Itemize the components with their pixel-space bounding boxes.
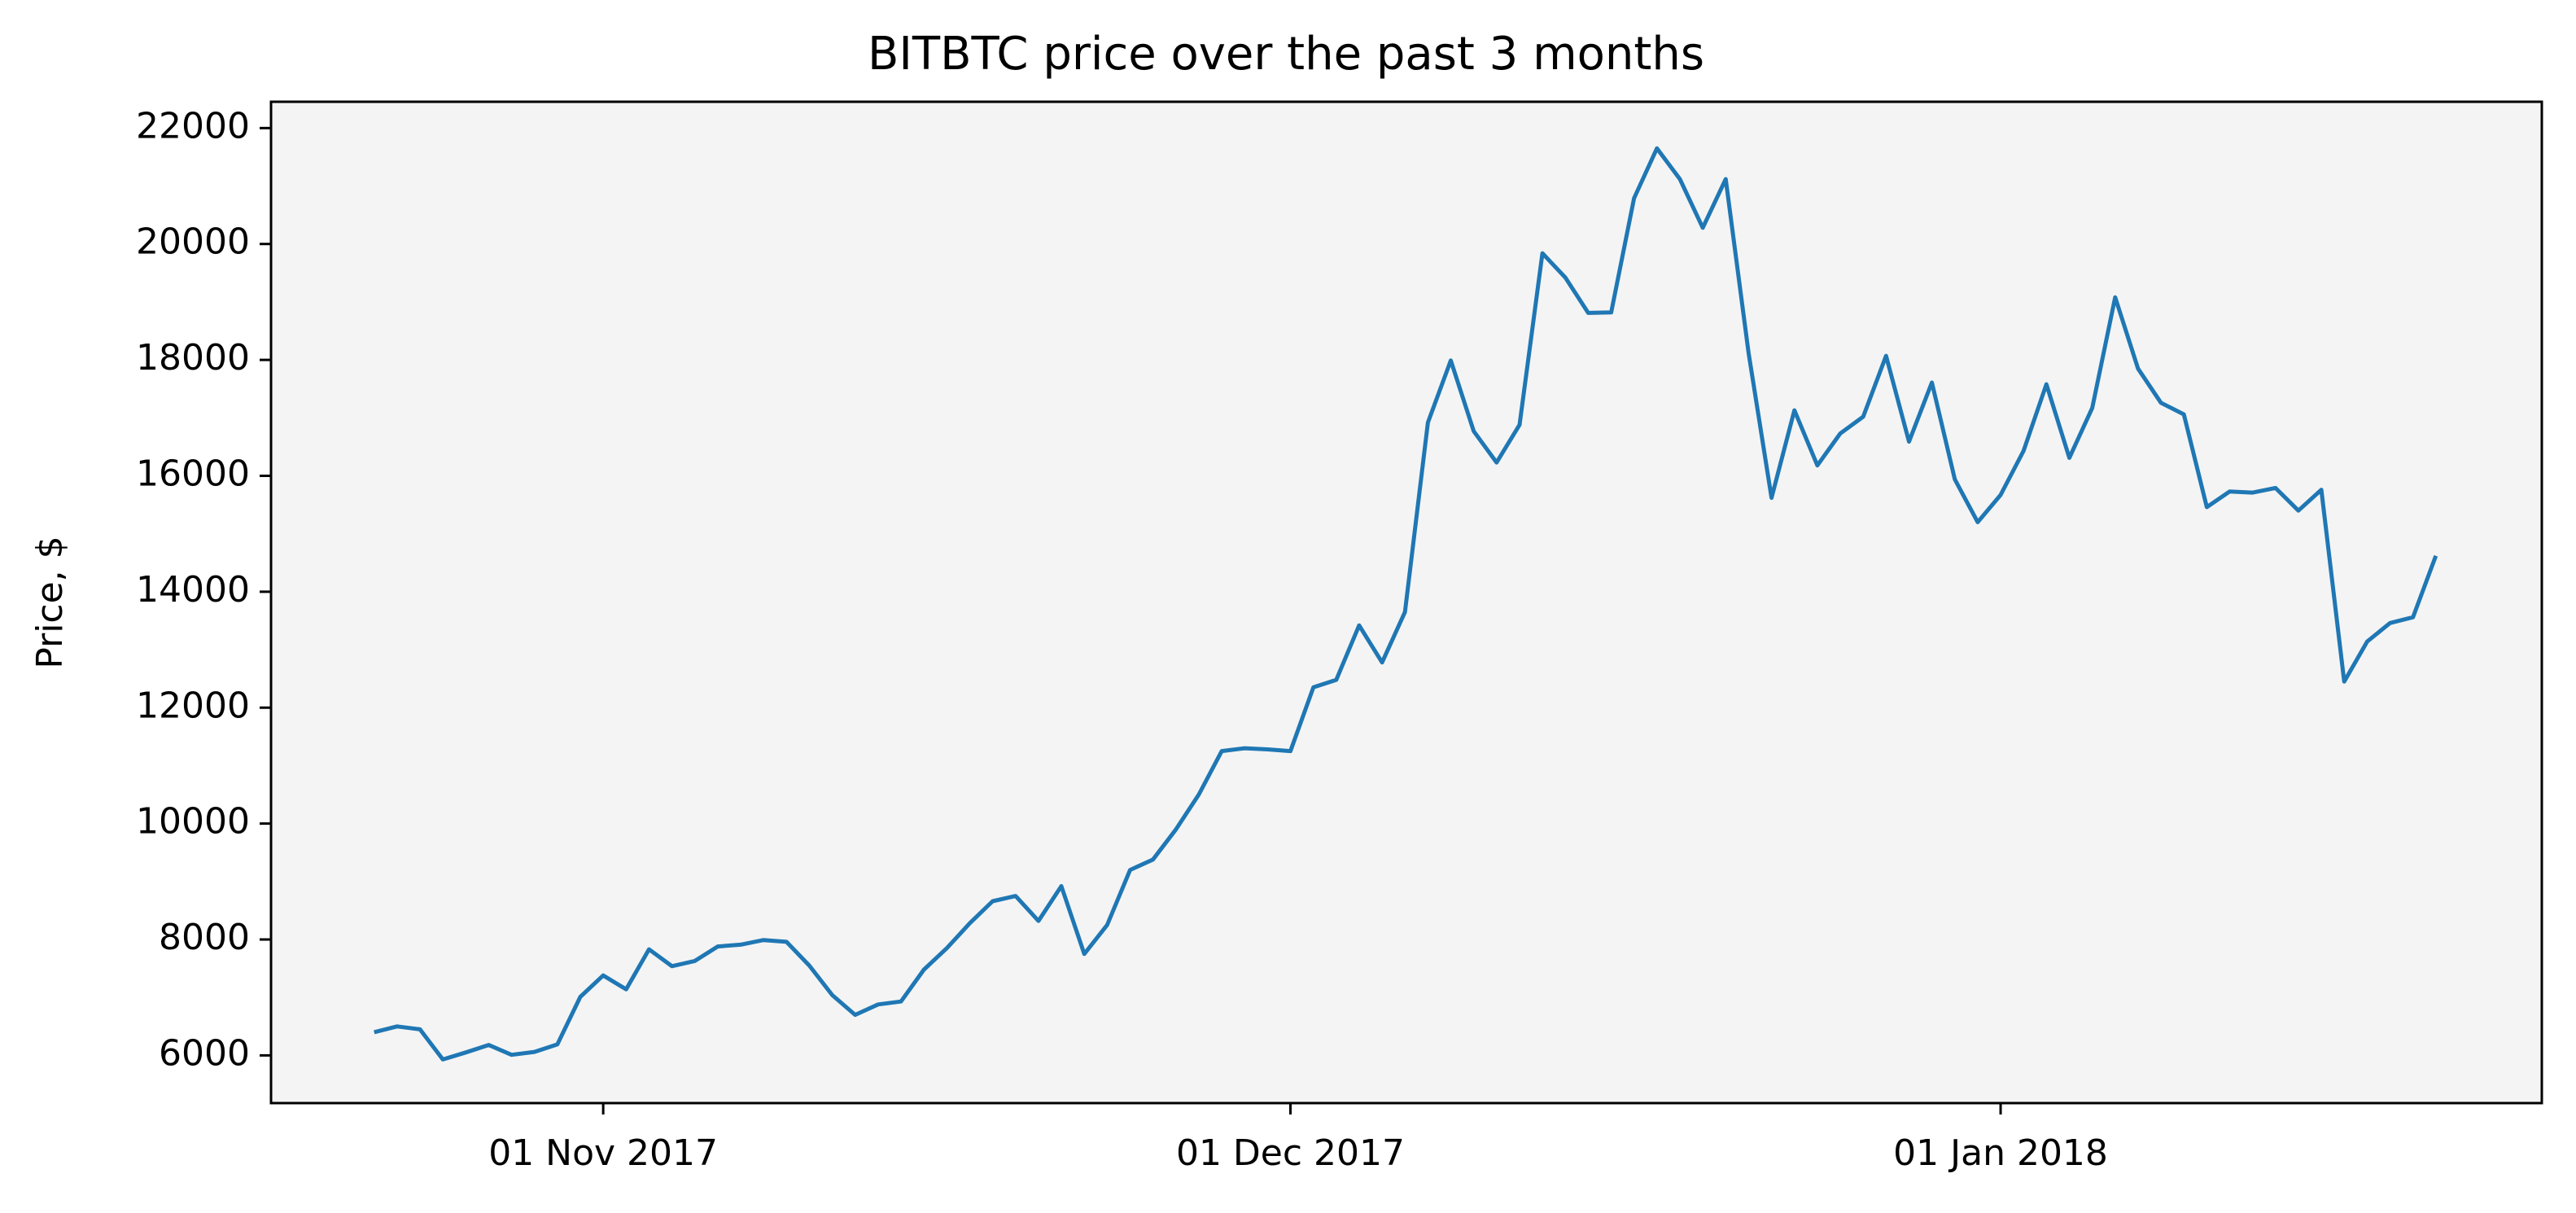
price-line [374,146,2438,1062]
x-tick-label: 01 Dec 2017 [1176,1132,1405,1174]
y-axis-label: Price, $ [29,536,71,668]
y-tick-label: 14000 [136,569,250,611]
plot-frame [269,100,2543,1105]
x-tick-label: 01 Nov 2017 [488,1132,718,1174]
y-tick-label: 22000 [136,105,250,147]
y-tick-label: 12000 [136,685,250,726]
x-tick-label: 01 Jan 2018 [1893,1132,2108,1174]
y-tick-label: 18000 [136,337,250,379]
chart-title: BITBTC price over the past 3 months [868,28,1704,81]
y-tick-label: 6000 [159,1032,250,1074]
y-tick-label: 8000 [159,917,250,958]
y-tick-label: 10000 [136,801,250,843]
y-tick-label: 16000 [136,453,250,494]
y-tick-label: 20000 [136,221,250,263]
